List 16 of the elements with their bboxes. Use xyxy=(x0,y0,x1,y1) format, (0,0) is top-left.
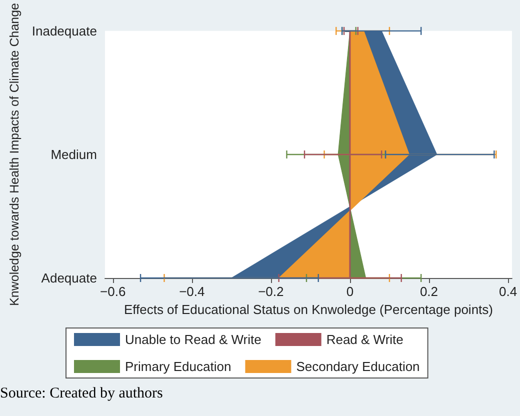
legend-label: Read & Write xyxy=(326,332,404,347)
x-tick-label: 0 xyxy=(346,284,354,299)
legend-label: Unable to Read & Write xyxy=(125,332,262,347)
x-tick-label: −0.6 xyxy=(100,284,126,299)
x-tick-label: −0.2 xyxy=(258,284,284,299)
x-tick-label: 0.4 xyxy=(498,284,518,299)
x-tick-label: −0.4 xyxy=(179,284,205,299)
y-tick-label: Adequate xyxy=(41,270,97,286)
y-axis-title: Knwoledge towards Health Impacts of Climate Change xyxy=(8,2,22,306)
x-axis-title: Effects of Educational Status on Knwoledge (Percentage points) xyxy=(124,302,493,317)
legend-label: Primary Education xyxy=(125,359,232,374)
legend-label: Secondary Education xyxy=(296,359,420,374)
y-tick-label: Medium xyxy=(50,146,97,162)
y-tick-label: Inadequate xyxy=(32,23,97,38)
x-tick-label: 0.2 xyxy=(420,284,438,299)
source-note: Source: Created by authors xyxy=(0,386,164,402)
